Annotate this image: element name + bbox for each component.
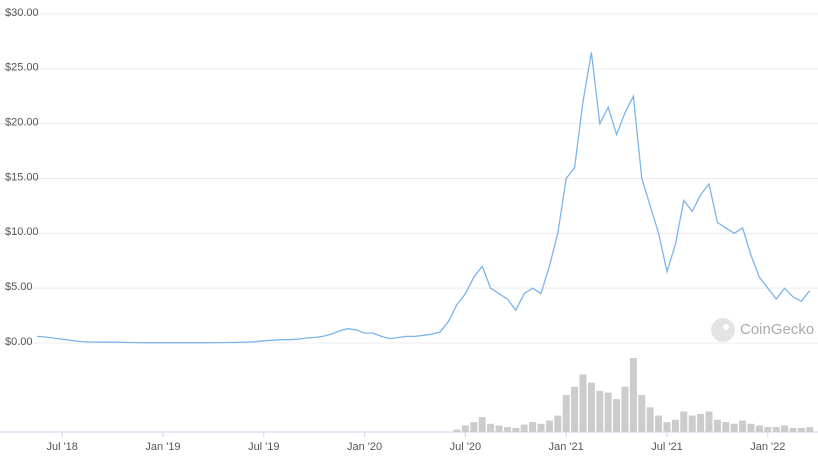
volume-bar <box>461 425 469 432</box>
volume-bar <box>739 420 747 432</box>
volume-bar <box>671 419 679 432</box>
volume-bar <box>470 422 478 432</box>
volume-bar <box>629 358 637 432</box>
y-tick-label: $0.00 <box>5 336 33 348</box>
volume-bar <box>688 415 696 432</box>
volume-bar <box>722 422 730 432</box>
y-tick-label: $15.00 <box>5 171 39 183</box>
volume-bar <box>646 407 654 432</box>
volume-bar <box>781 425 789 432</box>
y-tick-label: $10.00 <box>5 226 39 238</box>
volume-bar <box>613 399 621 432</box>
volume-bar <box>554 415 562 432</box>
volume-bar <box>789 427 797 432</box>
x-tick-label: Jul '19 <box>248 441 279 453</box>
volume-bar <box>806 427 814 432</box>
volume-bar <box>797 427 805 432</box>
y-tick-label: $25.00 <box>5 62 39 74</box>
volume-bar <box>755 425 763 432</box>
watermark-icon <box>711 318 735 342</box>
y-tick-label: $30.00 <box>5 7 39 19</box>
volume-bar <box>655 415 663 432</box>
volume-bar <box>638 395 646 432</box>
volume-bar <box>604 392 612 432</box>
watermark: CoinGecko <box>711 318 814 342</box>
volume-bar <box>579 374 587 432</box>
volume-bar <box>705 411 713 432</box>
volume-bar <box>680 411 688 432</box>
volume-bar <box>587 382 595 432</box>
x-tick-label: Jan '20 <box>347 441 382 453</box>
x-tick-label: Jan '22 <box>750 441 785 453</box>
plot: $0.00 $5.00 $10.00 $15.00 $20.00 $25.00 $30.00… <box>0 7 818 453</box>
watermark-text: CoinGecko <box>740 321 814 338</box>
x-tick-label: Jul '18 <box>46 441 77 453</box>
volume-bar <box>512 427 520 432</box>
volume-bar <box>537 423 545 432</box>
volume-bar <box>621 386 629 432</box>
volume-bar <box>545 420 553 432</box>
volume-bar <box>562 395 570 432</box>
x-tick-label: Jul '20 <box>450 441 481 453</box>
volume-bar <box>478 417 486 432</box>
volume-bar <box>730 423 738 432</box>
volume-bar <box>487 423 495 432</box>
volume-bar <box>596 390 604 432</box>
watermark-icon-eye <box>723 324 729 330</box>
volume-bar <box>764 427 772 432</box>
volume-bar <box>697 413 705 432</box>
x-tick-label: Jan '19 <box>145 441 180 453</box>
x-tick-label: Jul '21 <box>651 441 682 453</box>
y-tick-label: $5.00 <box>5 281 33 293</box>
volume-bar <box>571 386 579 432</box>
volume-bar <box>529 422 537 432</box>
volume-bar <box>520 424 528 432</box>
volume-bar <box>663 422 671 432</box>
price-line <box>36 52 811 344</box>
volume-bar <box>747 423 755 432</box>
volume-bar <box>495 425 503 432</box>
volume-bar <box>713 419 721 432</box>
x-tick-label: Jan '21 <box>549 441 584 453</box>
volume-bar <box>453 429 461 432</box>
volume-bar <box>772 427 780 432</box>
y-tick-label: $20.00 <box>5 117 39 129</box>
volume-bar <box>503 427 511 432</box>
